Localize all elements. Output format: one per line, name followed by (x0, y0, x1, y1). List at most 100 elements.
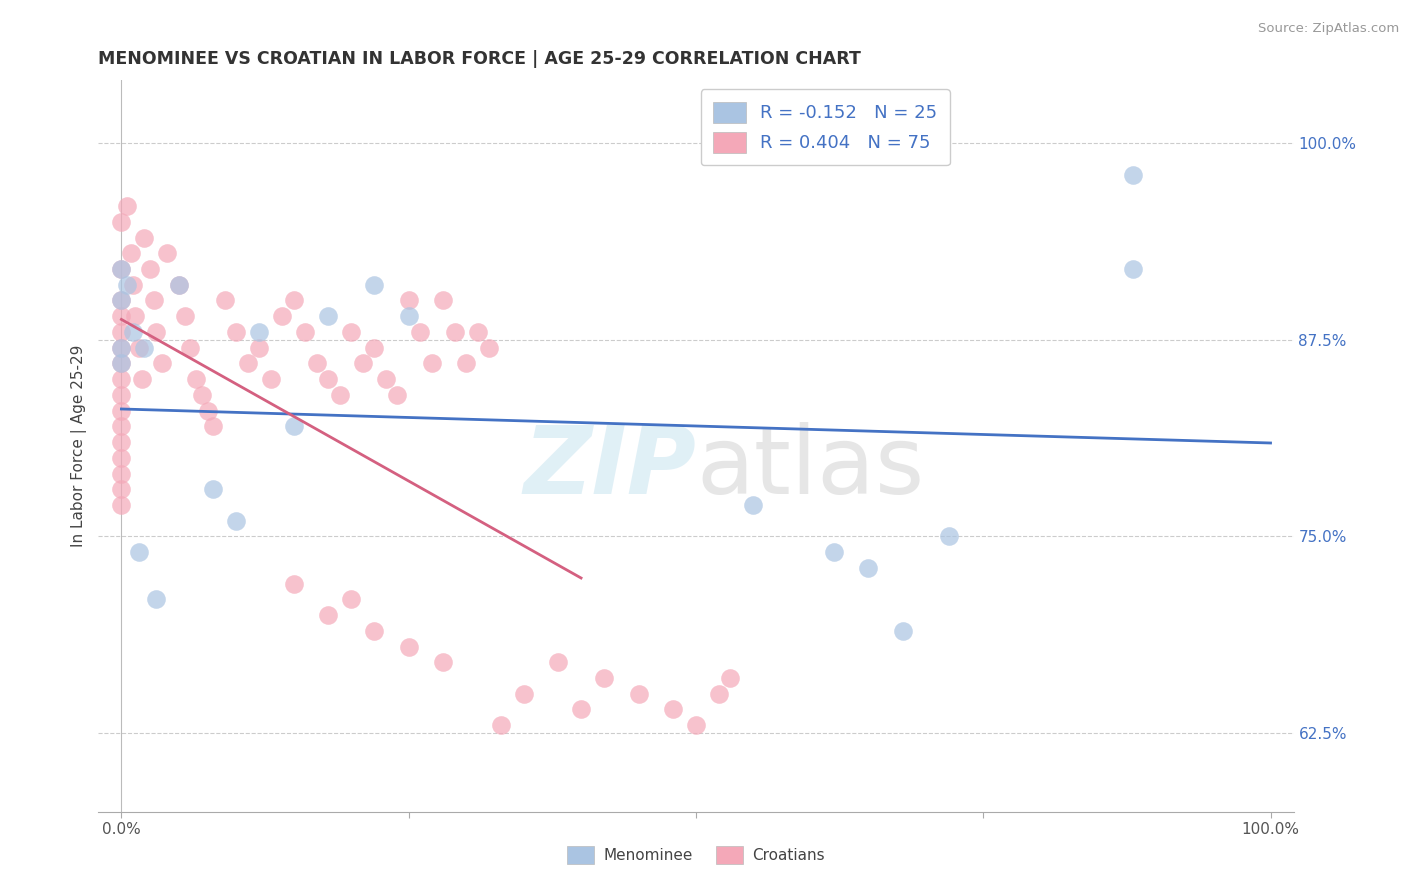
Point (432, 293, 454, 308)
Point (110, 293, 132, 308)
Point (938, 529, 960, 543)
Point (225, 514, 247, 528)
Point (110, 356, 132, 370)
Point (283, 293, 305, 308)
Point (260, 372, 283, 386)
Point (236, 356, 259, 370)
Point (179, 341, 201, 355)
Point (316, 310, 339, 324)
Point (247, 341, 270, 355)
Point (110, 325, 132, 339)
Point (122, 325, 145, 339)
Point (110, 341, 132, 355)
Point (547, 655, 569, 669)
Point (489, 718, 512, 732)
Point (1122, 168, 1144, 182)
Point (110, 450, 132, 465)
Point (294, 325, 316, 339)
Point (122, 277, 145, 292)
Point (202, 419, 225, 434)
Point (142, 293, 165, 308)
Point (110, 403, 132, 417)
Text: ZIP: ZIP (523, 422, 696, 514)
Point (707, 687, 730, 701)
Point (443, 325, 465, 339)
Point (139, 262, 162, 277)
Point (329, 388, 352, 402)
Point (134, 230, 156, 244)
Point (569, 702, 592, 716)
Point (128, 545, 150, 559)
Point (685, 718, 707, 732)
Point (131, 372, 153, 386)
Point (340, 592, 363, 607)
Point (110, 435, 132, 450)
Point (202, 482, 225, 496)
Point (891, 624, 914, 638)
Point (720, 671, 742, 685)
Point (363, 341, 385, 355)
Point (409, 325, 432, 339)
Point (593, 671, 616, 685)
Point (316, 372, 339, 386)
Point (110, 467, 132, 481)
Point (247, 325, 270, 339)
Point (184, 372, 207, 386)
Point (110, 419, 132, 434)
Point (283, 576, 305, 591)
Point (110, 310, 132, 324)
Point (191, 828, 214, 842)
Point (110, 341, 132, 355)
Point (823, 545, 845, 559)
Point (363, 277, 385, 292)
Point (363, 624, 385, 638)
Point (225, 325, 247, 339)
Point (456, 356, 478, 370)
Point (432, 655, 454, 669)
Point (167, 277, 190, 292)
Point (1122, 262, 1144, 277)
Point (374, 372, 396, 386)
Point (110, 482, 132, 496)
Y-axis label: In Labor Force | Age 25-29: In Labor Force | Age 25-29 (72, 345, 87, 547)
Point (385, 388, 409, 402)
Point (191, 388, 214, 402)
Point (627, 687, 650, 701)
Point (316, 608, 339, 623)
Point (150, 356, 173, 370)
Point (145, 592, 167, 607)
Point (742, 498, 765, 512)
Point (110, 262, 132, 277)
Point (340, 325, 363, 339)
Point (128, 341, 150, 355)
Point (398, 640, 420, 654)
Point (214, 293, 236, 308)
Point (197, 403, 219, 417)
Point (271, 310, 294, 324)
Point (110, 388, 132, 402)
Point (173, 310, 195, 324)
Point (145, 325, 167, 339)
Point (858, 561, 880, 575)
Point (478, 341, 501, 355)
Point (120, 246, 142, 260)
Point (156, 246, 179, 260)
Point (512, 687, 534, 701)
Point (110, 356, 132, 370)
Point (110, 262, 132, 277)
Text: MENOMINEE VS CROATIAN IN LABOR FORCE | AGE 25-29 CORRELATION CHART: MENOMINEE VS CROATIAN IN LABOR FORCE | A… (98, 50, 862, 68)
Point (662, 702, 685, 716)
Point (115, 277, 138, 292)
Point (110, 498, 132, 512)
Text: atlas: atlas (696, 422, 924, 514)
Point (283, 419, 305, 434)
Point (110, 293, 132, 308)
Point (352, 356, 374, 370)
Point (467, 325, 489, 339)
Point (420, 356, 443, 370)
Text: Source: ZipAtlas.com: Source: ZipAtlas.com (1258, 22, 1399, 36)
Point (110, 372, 132, 386)
Point (398, 293, 420, 308)
Point (167, 277, 190, 292)
Point (110, 215, 132, 229)
